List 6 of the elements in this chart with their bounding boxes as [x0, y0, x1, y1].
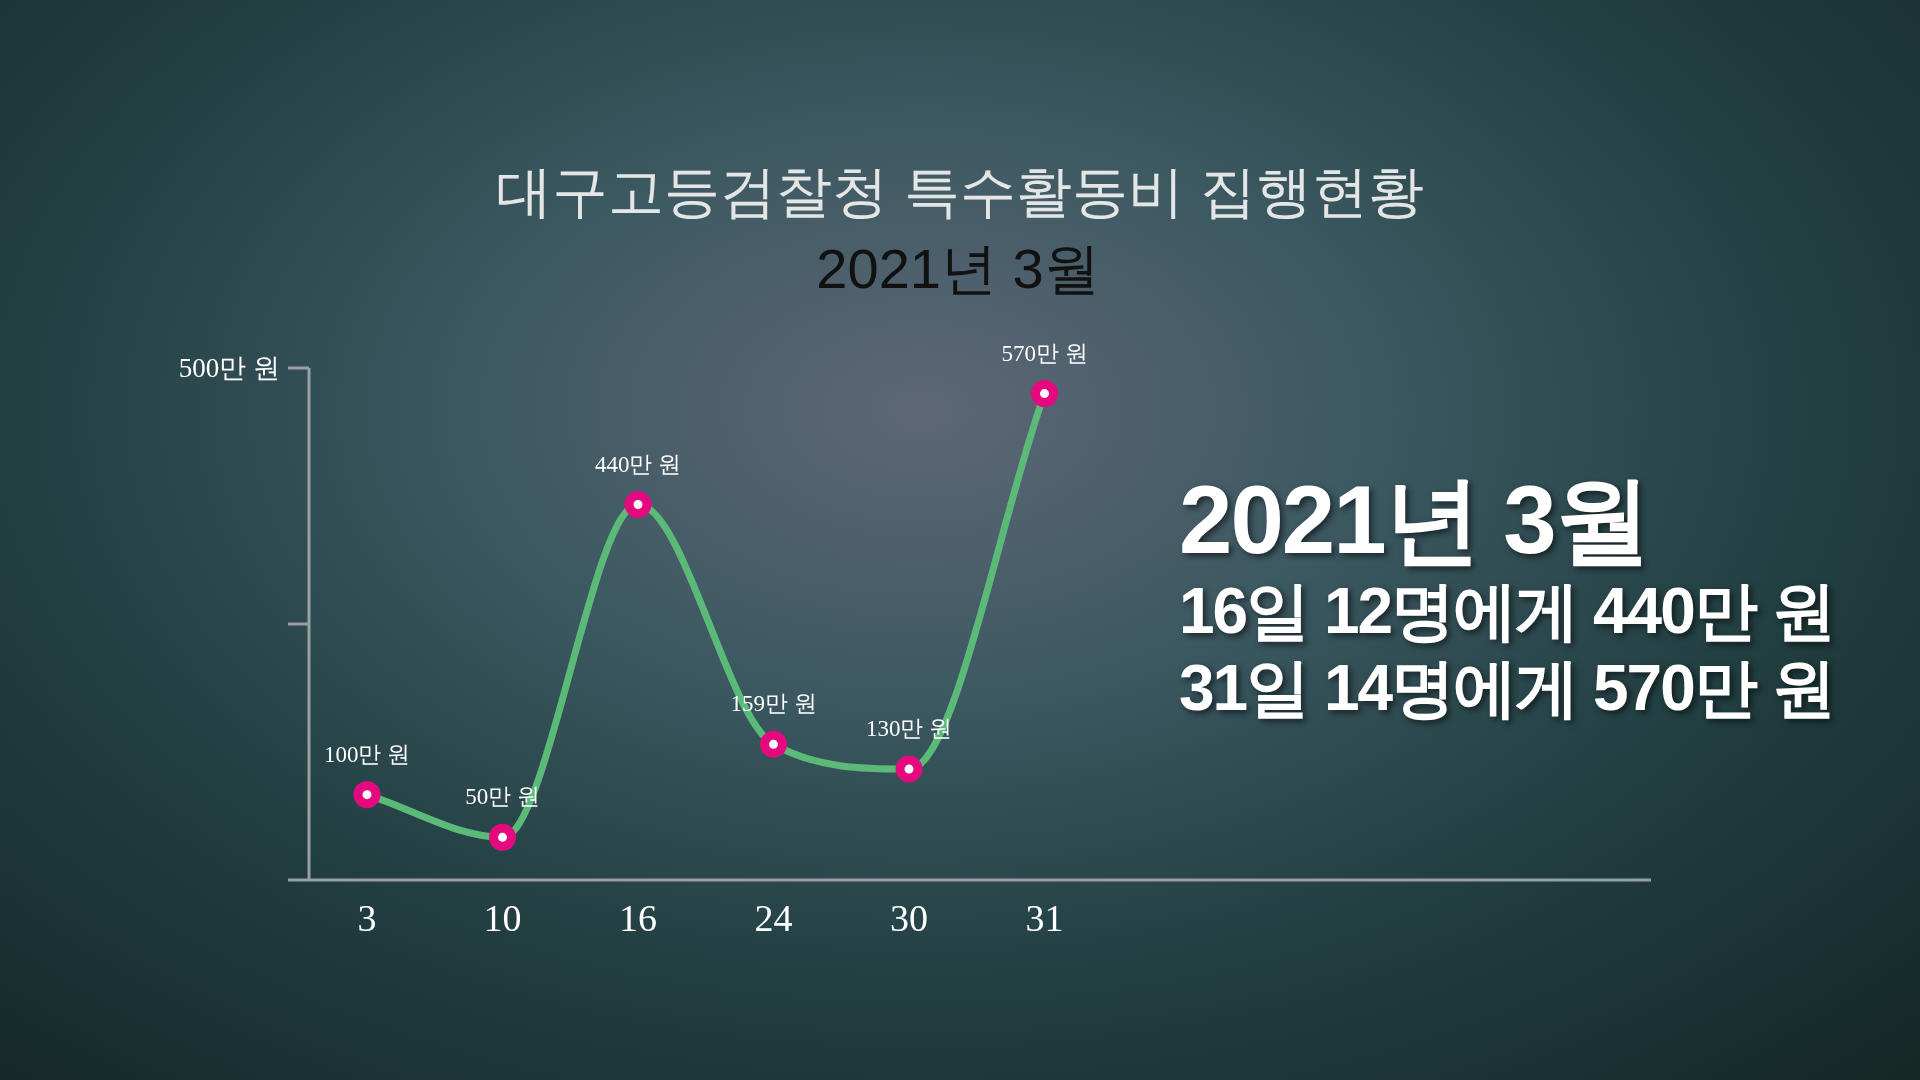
annotation: 16일 12명에게 440만 원: [1179, 575, 1834, 647]
title: 대구고등검찰청 특수활동비 집행현황: [496, 160, 1424, 223]
annotation: 31일 14명에게 570만 원: [1179, 652, 1834, 724]
annotation: 500만 원: [178, 353, 280, 383]
subtitle: 2021년 3월: [816, 237, 1100, 300]
annotation: 2021년 3월: [1179, 466, 1649, 573]
